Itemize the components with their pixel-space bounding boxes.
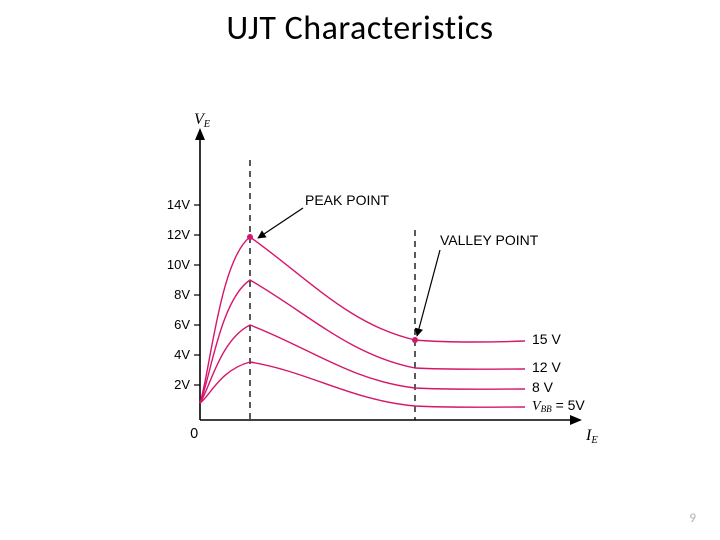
series-label: 12 V xyxy=(532,359,561,375)
y-tick-label: 12V xyxy=(167,227,190,242)
peak-arrow xyxy=(258,208,303,238)
y-tick-label: 10V xyxy=(167,257,190,272)
y-tick-label: 14V xyxy=(167,197,190,212)
series-label: 15 V xyxy=(532,331,561,347)
y-tick-label: 6V xyxy=(174,317,190,332)
axis-arrowhead xyxy=(195,128,205,140)
valley-label: VALLEY POINT xyxy=(440,232,539,248)
y-tick-label: 4V xyxy=(174,347,190,362)
page-number: 9 xyxy=(689,511,696,526)
y-axis-label: VE xyxy=(194,111,211,130)
axis-arrowhead xyxy=(570,415,582,425)
x-axis-label: IE xyxy=(585,427,598,446)
y-tick-label: 8V xyxy=(174,287,190,302)
characteristic-curve xyxy=(200,237,525,403)
peak-point-icon xyxy=(247,234,253,240)
series-label: VBB = 5V xyxy=(532,397,585,414)
peak-label: PEAK POINT xyxy=(305,192,389,208)
y-tick-label: 2V xyxy=(174,377,190,392)
characteristic-curve xyxy=(200,325,525,403)
ujt-characteristics-chart: 2V 4V 6V 8V 10V 12V 14V 0 VE IE 15 V 12 V 8 V VBB = 5… xyxy=(110,100,610,470)
valley-point-icon xyxy=(412,337,418,343)
page-title: UJT Characteristics xyxy=(0,8,720,49)
valley-arrow xyxy=(417,250,440,336)
series-label: 8 V xyxy=(532,379,554,395)
origin-label: 0 xyxy=(190,425,198,443)
